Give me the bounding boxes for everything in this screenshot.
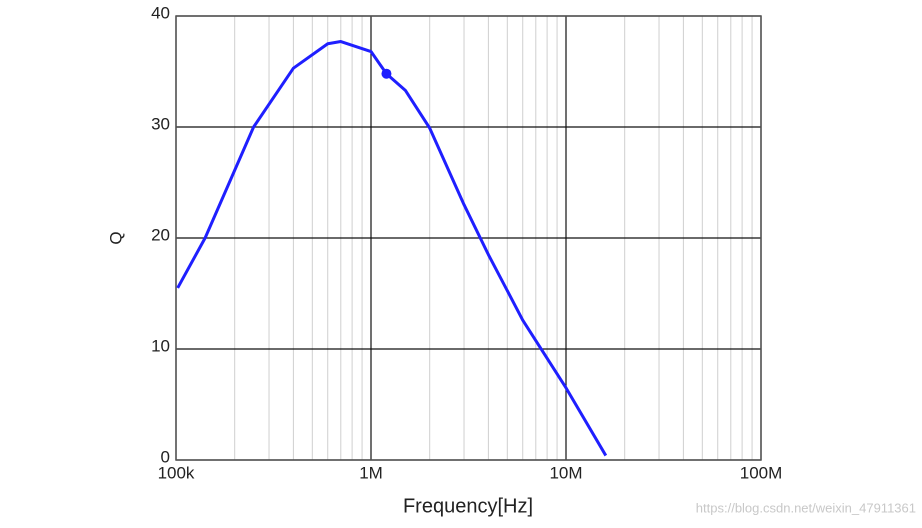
x-tick-label: 10M [549, 463, 582, 482]
y-tick-label: 10 [151, 336, 170, 355]
y-tick-label: 0 [161, 447, 170, 466]
watermark: https://blog.csdn.net/weixin_47911361 [696, 500, 916, 515]
y-axis-label: Q [106, 231, 125, 244]
x-tick-label: 100M [740, 463, 783, 482]
y-tick-label: 30 [151, 114, 170, 133]
y-tick-label: 40 [151, 3, 170, 22]
y-tick-label: 20 [151, 225, 170, 244]
marker-point [381, 68, 392, 79]
x-axis-label: Frequency[Hz] [403, 495, 533, 517]
plot-border [175, 15, 762, 461]
line [176, 40, 608, 457]
x-tick-label: 100k [158, 463, 195, 482]
x-tick-label: 1M [359, 463, 383, 482]
